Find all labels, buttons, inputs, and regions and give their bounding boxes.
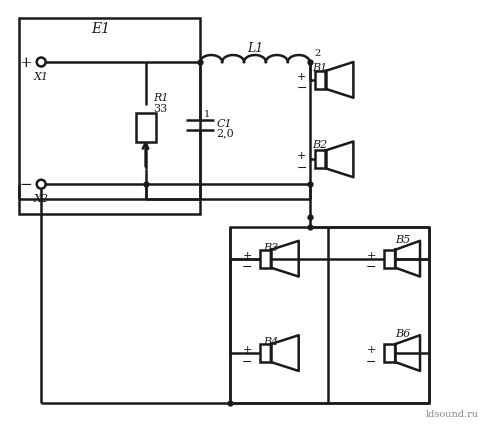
Text: C1: C1 xyxy=(216,118,232,128)
Text: L1: L1 xyxy=(247,41,263,55)
Bar xyxy=(260,250,271,268)
Text: 2,0: 2,0 xyxy=(216,128,234,138)
Text: −: − xyxy=(366,355,377,368)
Bar xyxy=(315,151,325,169)
Text: B5: B5 xyxy=(395,234,410,244)
Bar xyxy=(384,344,395,362)
Text: ldsound.ru: ldsound.ru xyxy=(425,409,479,417)
Text: B3: B3 xyxy=(263,242,278,252)
Text: −: − xyxy=(20,178,33,192)
Text: +: + xyxy=(243,344,252,354)
Polygon shape xyxy=(325,142,353,178)
Text: −: − xyxy=(296,82,307,95)
Text: +: + xyxy=(297,72,306,82)
Text: 1: 1 xyxy=(204,110,211,119)
Circle shape xyxy=(36,58,46,67)
Text: +: + xyxy=(297,151,306,161)
Polygon shape xyxy=(395,335,420,371)
Bar xyxy=(136,113,155,143)
Text: B2: B2 xyxy=(313,140,328,150)
Text: −: − xyxy=(242,261,252,273)
Bar xyxy=(19,19,200,214)
Polygon shape xyxy=(395,241,420,277)
Text: B1: B1 xyxy=(313,63,328,73)
Text: B4: B4 xyxy=(263,337,278,346)
Text: X2: X2 xyxy=(34,194,49,204)
Text: 2: 2 xyxy=(315,49,321,58)
Text: X1: X1 xyxy=(34,72,49,82)
Bar xyxy=(230,227,429,403)
Text: R1: R1 xyxy=(153,92,169,103)
Text: E1: E1 xyxy=(91,22,110,36)
Text: +: + xyxy=(367,250,376,260)
Text: +: + xyxy=(367,344,376,354)
Polygon shape xyxy=(271,335,299,371)
Circle shape xyxy=(36,180,46,189)
Text: −: − xyxy=(366,261,377,273)
Text: +: + xyxy=(20,56,33,70)
Bar xyxy=(260,344,271,362)
Text: −: − xyxy=(296,161,307,174)
Text: 33: 33 xyxy=(153,104,168,113)
Text: −: − xyxy=(242,355,252,368)
Text: +: + xyxy=(243,250,252,260)
Polygon shape xyxy=(271,241,299,277)
Text: B6: B6 xyxy=(395,328,410,338)
Polygon shape xyxy=(325,63,353,98)
Bar xyxy=(315,72,325,89)
Bar xyxy=(384,250,395,268)
